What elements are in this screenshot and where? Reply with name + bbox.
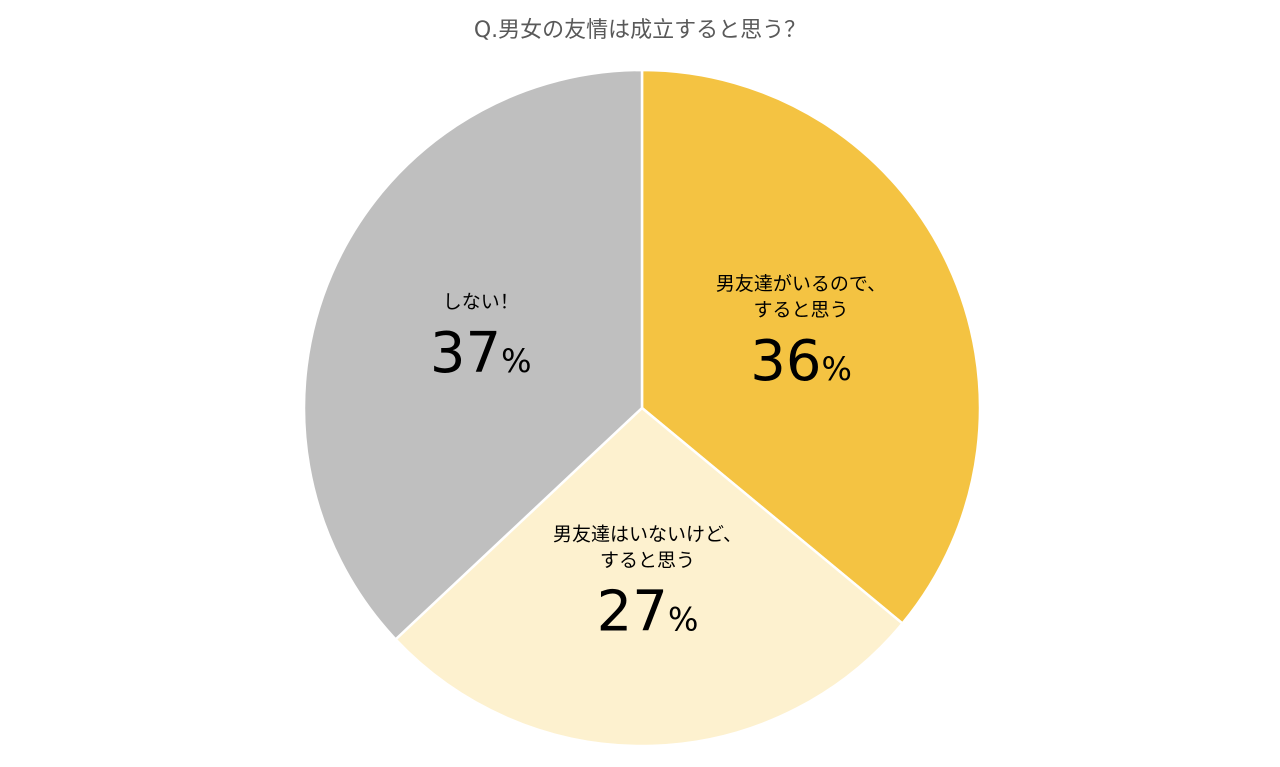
slice-2-label-line-0: しない！: [443, 291, 519, 313]
slice-0-value: 36%: [750, 329, 852, 394]
pie-slice-0: [640, 68, 982, 626]
slice-0-unit: %: [821, 350, 851, 388]
pie-slices: [302, 68, 982, 748]
slice-0-label-line-1: すると思う: [754, 299, 849, 321]
slice-1-unit: %: [668, 601, 698, 639]
slice-0-label-line-0: 男友達がいるので、: [716, 273, 886, 295]
pie-slice-2: [302, 68, 644, 642]
slice-1-label-line-1: すると思う: [600, 550, 695, 572]
pie-slice-1: [393, 406, 905, 748]
slice-2-unit: %: [501, 342, 531, 380]
chart-title: Q.男女の友情は成立すると思う？: [473, 18, 807, 43]
slice-1-label-line-0: 男友達はいないけど、: [553, 524, 742, 546]
